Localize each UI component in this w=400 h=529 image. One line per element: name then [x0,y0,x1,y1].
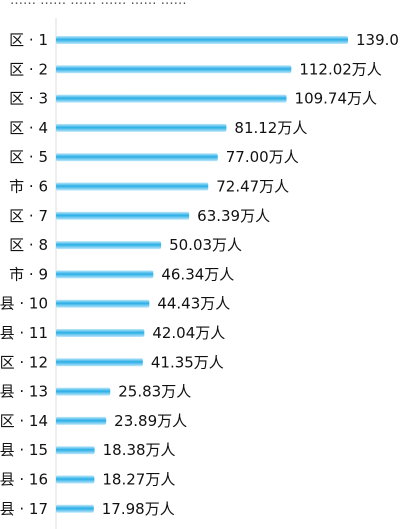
bar-12 [56,358,143,367]
category-label-9: 市 · 9 [9,265,48,283]
bar-1 [56,36,348,44]
category-label-17: 县 · 17 [0,500,48,518]
value-label-5: 77.00万人 [226,148,299,166]
value-label-9: 46.34万人 [161,265,234,283]
category-label-7: 区 · 7 [9,207,48,225]
bar-10 [56,299,150,308]
category-label-5: 区 · 5 [9,148,48,166]
bar-5 [56,153,218,162]
bar-2 [56,65,292,74]
category-label-8: 区 · 8 [9,236,48,254]
category-label-3: 区 · 3 [9,90,48,108]
category-label-12: 区 · 12 [0,353,48,371]
chart-header-partial: …… …… ……·…… …… …… [10,0,187,8]
category-label-4: 区 · 4 [9,119,48,137]
bar-15 [56,446,95,455]
category-label-6: 市 · 6 [9,178,48,196]
bar-16 [56,475,95,484]
value-label-11: 42.04万人 [152,324,225,342]
value-label-1: 139.0 [356,31,399,49]
value-label-6: 72.47万人 [216,178,289,196]
value-label-14: 23.89万人 [114,412,187,430]
bar-17 [56,504,94,513]
bar-11 [56,329,145,337]
bar-14 [56,416,107,425]
bar-9 [56,270,154,279]
bar-6 [56,182,209,191]
category-label-11: 县 · 11 [0,324,48,342]
value-label-4: 81.12万人 [234,119,307,137]
category-label-16: 县 · 16 [0,471,48,489]
bar-7 [56,211,190,220]
bar-4 [56,123,227,132]
value-label-15: 18.38万人 [103,441,176,459]
value-label-8: 50.03万人 [169,236,242,254]
category-label-15: 县 · 15 [0,441,48,459]
category-label-1: 区 · 1 [9,31,48,49]
value-label-13: 25.83万人 [118,383,191,401]
value-label-2: 112.02万人 [299,60,382,78]
value-label-3: 109.74万人 [295,90,378,108]
bar-8 [56,241,162,250]
value-label-7: 63.39万人 [197,207,270,225]
value-label-12: 41.35万人 [151,353,224,371]
category-label-14: 区 · 14 [0,412,48,430]
category-label-10: 县 · 10 [0,295,48,313]
bar-13 [56,387,111,396]
value-label-10: 44.43万人 [157,295,230,313]
bar-3 [56,94,287,103]
category-label-13: 县 · 13 [0,383,48,401]
value-label-17: 17.98万人 [102,500,175,518]
value-label-16: 18.27万人 [102,471,175,489]
category-label-2: 区 · 2 [9,60,48,78]
